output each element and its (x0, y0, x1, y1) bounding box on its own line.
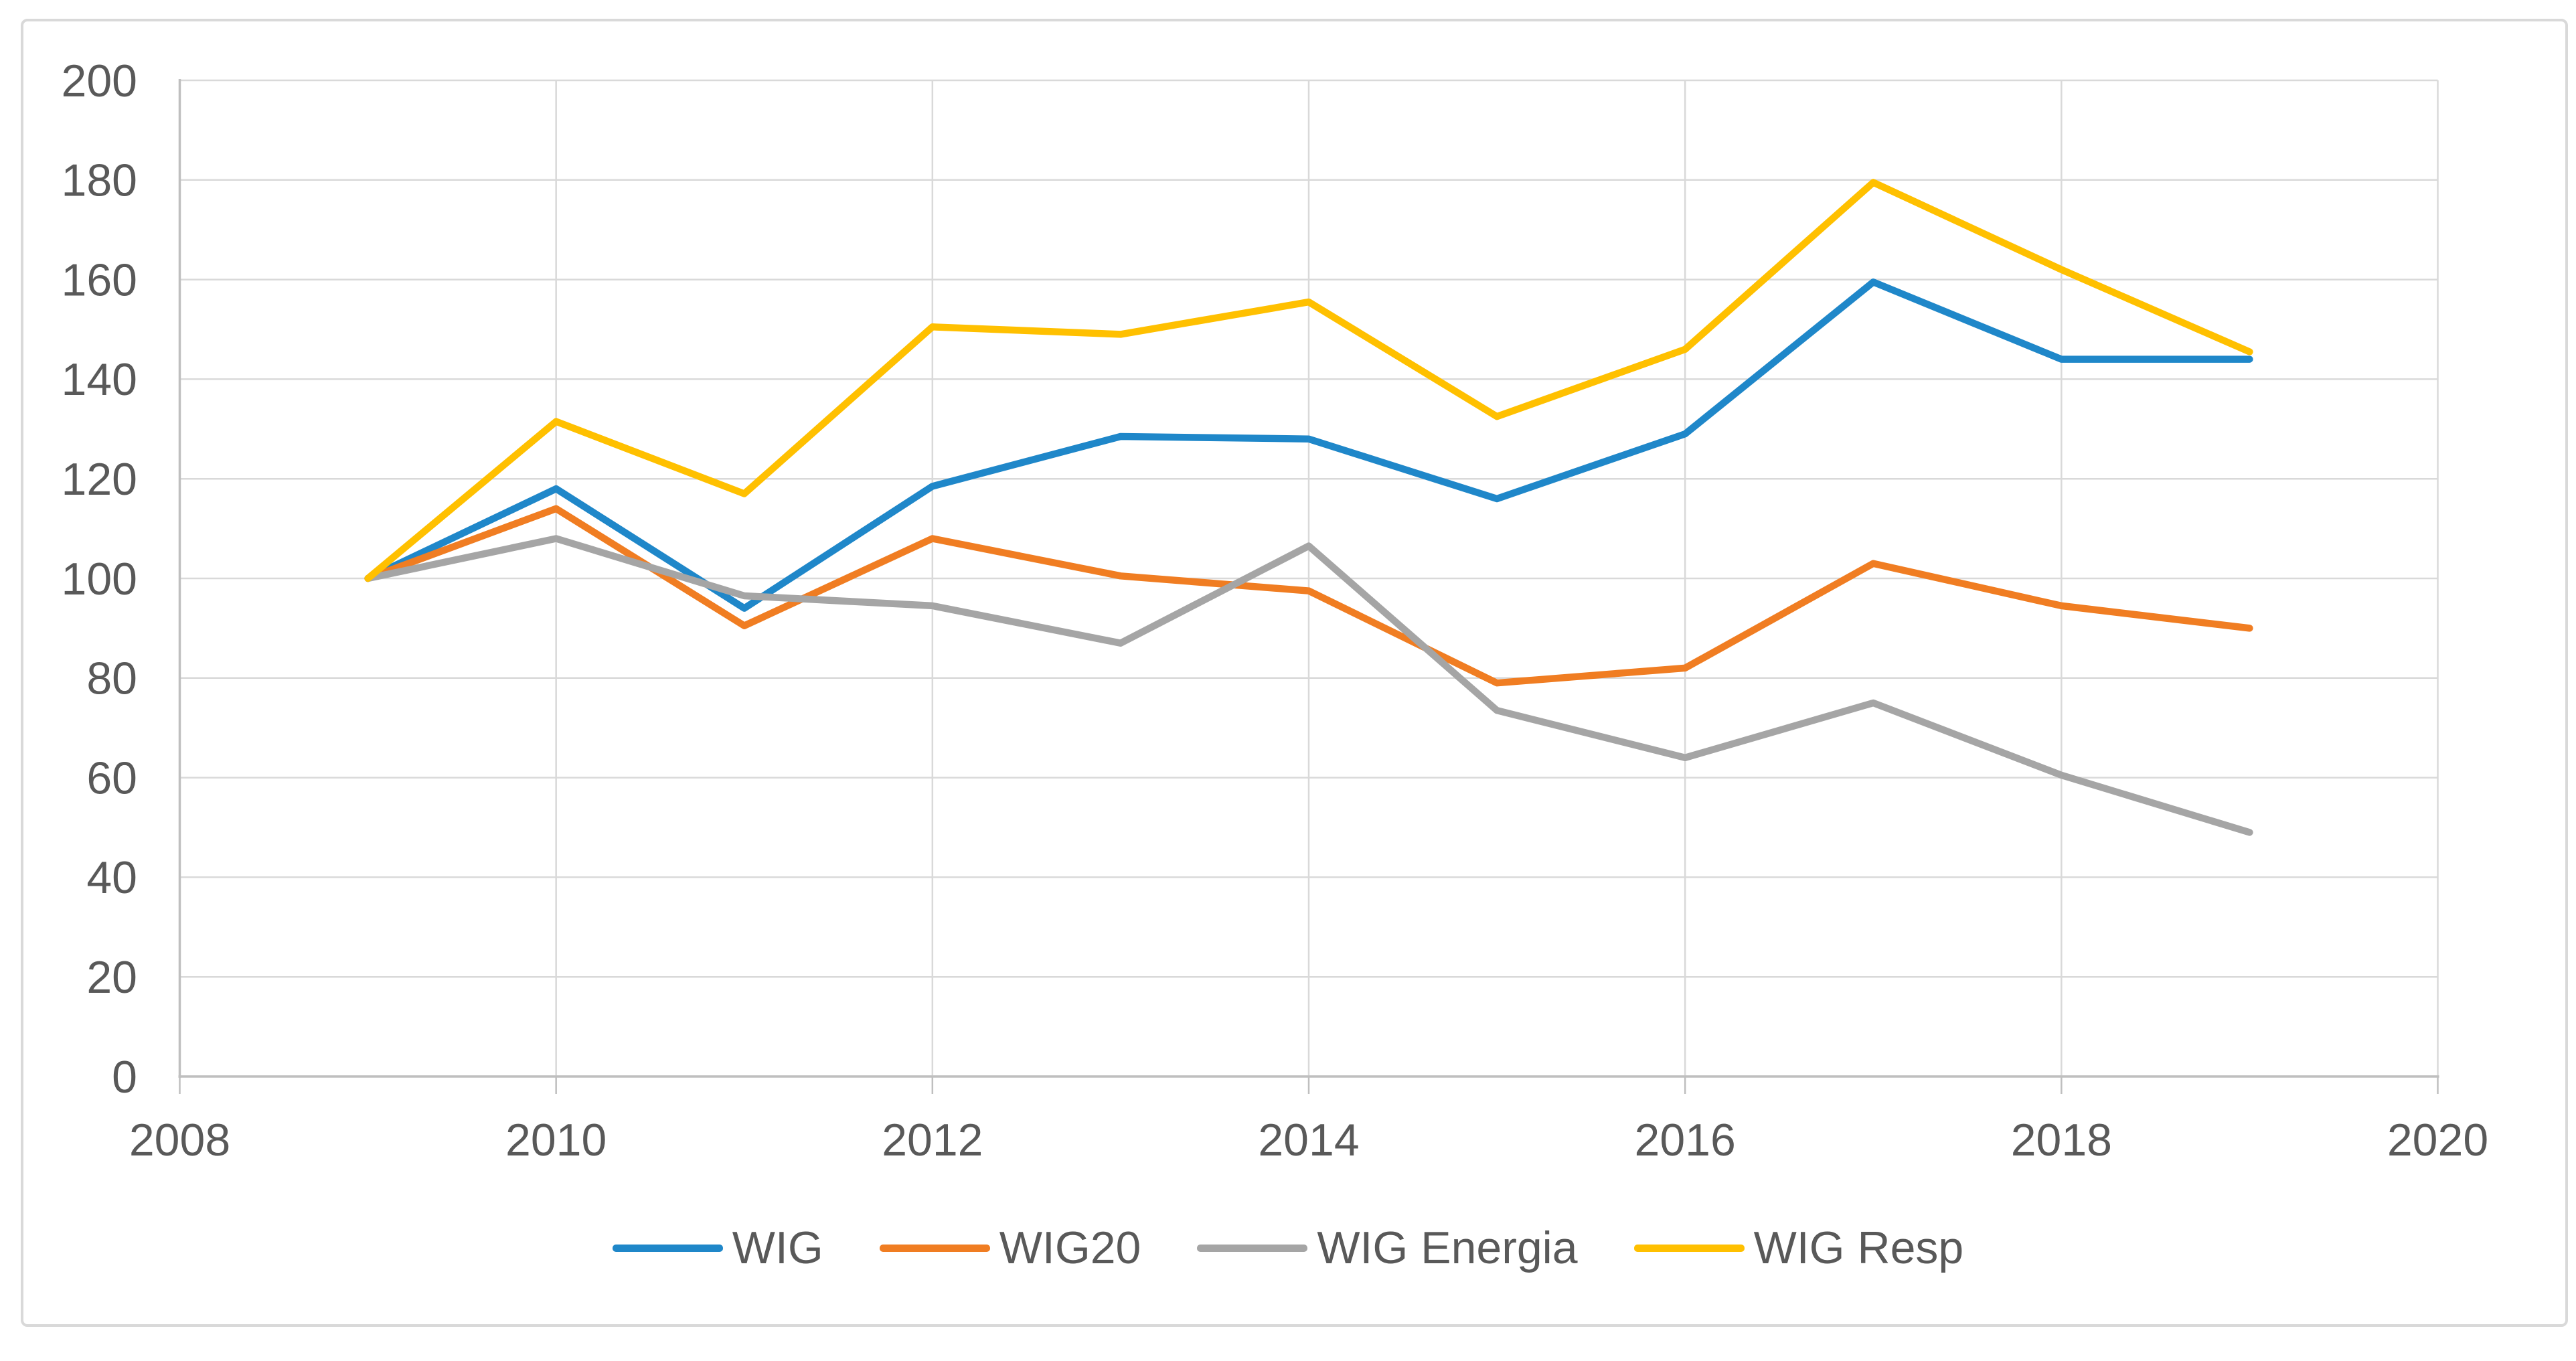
x-tick-label-2012: 2012 (882, 1115, 983, 1166)
legend-label-wig: WIG (732, 1222, 823, 1273)
chart-legend: WIG WIG20 WIG Energia WIG Resp (0, 1222, 2576, 1273)
x-tick-label-2014: 2014 (1258, 1115, 1359, 1166)
wig20-line (364, 505, 2253, 687)
x-tick-label-2008: 2008 (129, 1115, 230, 1166)
y-tick-label-40: 40 (86, 852, 137, 903)
wig-line-swatch-icon (612, 1244, 723, 1252)
legend-label-wig-energia: WIG Energia (1317, 1222, 1578, 1273)
y-tick-label-0: 0 (112, 1052, 137, 1103)
chart-figure (21, 19, 2568, 1327)
wig-line (364, 278, 2253, 612)
x-tick-label-2018: 2018 (2011, 1115, 2112, 1166)
y-tick-label-120: 120 (62, 454, 137, 505)
x-tick-label-2010: 2010 (505, 1115, 607, 1166)
legend-label-wig20: WIG20 (999, 1222, 1141, 1273)
legend-item-wig-energia: WIG Energia (1197, 1222, 1578, 1273)
y-tick-label-20: 20 (86, 952, 137, 1003)
wig-resp-line (364, 179, 2253, 582)
y-tick-label-160: 160 (62, 254, 137, 305)
wig-resp-line-swatch-icon (1633, 1244, 1745, 1252)
wig-energia-line (364, 535, 2253, 836)
y-tick-label-60: 60 (86, 752, 137, 803)
wig-energia-line-swatch-icon (1197, 1244, 1308, 1252)
y-tick-label-200: 200 (62, 56, 137, 106)
legend-item-wig-resp: WIG Resp (1633, 1222, 1964, 1273)
x-tick-label-2016: 2016 (1635, 1115, 1736, 1166)
y-tick-label-80: 80 (86, 653, 137, 704)
y-tick-label-180: 180 (62, 155, 137, 206)
legend-item-wig20: WIG20 (879, 1222, 1141, 1273)
y-tick-label-100: 100 (62, 554, 137, 605)
wig20-line-swatch-icon (879, 1244, 990, 1252)
legend-item-wig: WIG (612, 1222, 823, 1273)
legend-label-wig-resp: WIG Resp (1753, 1222, 1964, 1273)
y-tick-label-140: 140 (62, 354, 137, 405)
x-tick-label-2020: 2020 (2387, 1115, 2488, 1166)
